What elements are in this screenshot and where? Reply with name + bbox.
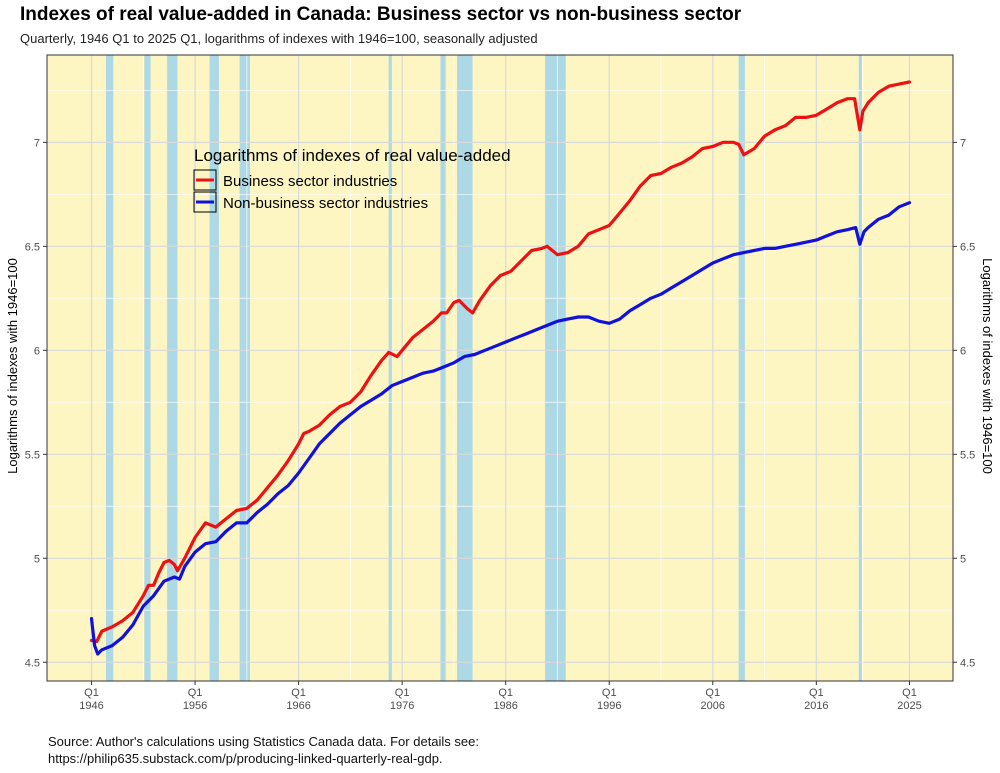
recession-band xyxy=(106,55,114,681)
y-tick-label-left: 6.5 xyxy=(25,241,40,253)
x-tick-label-year: 2016 xyxy=(804,700,828,712)
chart-subtitle: Quarterly, 1946 Q1 to 2025 Q1, logarithm… xyxy=(20,31,538,46)
y-tick-label-right: 4.5 xyxy=(960,657,975,669)
recession-band xyxy=(167,55,178,681)
legend-item-business: Business sector industries xyxy=(193,169,397,191)
y-tick-label-left: 7 xyxy=(34,137,40,149)
recession-band xyxy=(738,55,745,681)
recession-band xyxy=(545,55,566,681)
legend-label-non-business: Non-business sector industries xyxy=(223,195,428,212)
x-tick-label-quarter: Q1 xyxy=(809,687,824,699)
legend: Logarithms of indexes of real value-adde… xyxy=(193,146,511,213)
chart-title: Indexes of real value-added in Canada: B… xyxy=(20,4,742,25)
y-tick-label-left: 4.5 xyxy=(25,657,40,669)
x-tick-label-quarter: Q1 xyxy=(498,687,513,699)
recession-band xyxy=(209,55,219,681)
legend-title: Logarithms of indexes of real value-adde… xyxy=(194,146,511,165)
series-line-business xyxy=(89,80,912,644)
y-tick-label-right: 7 xyxy=(960,137,966,149)
x-tick-label-quarter: Q1 xyxy=(84,687,99,699)
x-tick-label-quarter: Q1 xyxy=(188,687,203,699)
x-tick-label-year: 1996 xyxy=(597,700,621,712)
x-tick-label-year: 1956 xyxy=(183,700,207,712)
line-chart: 4.5 4.55 55.5 5.56 66.5 6.57 7Q11946Q11956Q119… xyxy=(5,54,995,712)
y-tick-label-right: 6.5 xyxy=(960,241,975,253)
x-tick-label-year: 1976 xyxy=(390,700,414,712)
recession-band xyxy=(144,55,151,681)
recession-band xyxy=(388,55,392,681)
x-tick-label-year: 1966 xyxy=(286,700,310,712)
x-tick-label-quarter: Q1 xyxy=(291,687,306,699)
series-lines xyxy=(89,80,912,656)
x-tick-label-year: 1986 xyxy=(493,700,517,712)
x-tick-label-quarter: Q1 xyxy=(602,687,617,699)
caption-line-1: Source: Author's calculations using Stat… xyxy=(48,734,479,749)
x-tick-label-quarter: Q1 xyxy=(395,687,410,699)
plot-panel xyxy=(47,55,953,681)
legend-key-business xyxy=(193,169,217,191)
y-tick-label-left: 5 xyxy=(34,553,40,565)
legend-item-non-business: Non-business sector industries xyxy=(193,191,428,213)
y-axis-title-left: Logarithms of indexes with 1946=100 xyxy=(5,258,20,474)
y-tick-label-right: 6 xyxy=(960,345,966,357)
recession-band xyxy=(457,55,473,681)
y-tick-label-right: 5.5 xyxy=(960,449,975,461)
recession-band xyxy=(858,55,862,681)
x-tick-label-quarter: Q1 xyxy=(705,687,720,699)
legend-key-non-business xyxy=(193,191,217,213)
x-tick-label-year: 2025 xyxy=(897,700,921,712)
gridlines xyxy=(47,55,953,681)
legend-label-business: Business sector industries xyxy=(223,173,397,190)
plot-border xyxy=(46,54,954,682)
source-caption: Source: Author's calculations using Stat… xyxy=(48,733,479,767)
caption-line-2: https://philip635.substack.com/p/produci… xyxy=(48,751,443,766)
x-tick-label-year: 1946 xyxy=(79,700,103,712)
y-tick-label-left: 5.5 xyxy=(25,449,40,461)
axes: 4.5 4.55 55.5 5.56 66.5 6.57 7Q11946Q11956Q119… xyxy=(25,137,976,712)
y-tick-label-left: 6 xyxy=(34,345,40,357)
y-axis-title-right: Logarithms of indexes with 1946=100 xyxy=(980,258,995,474)
recession-band xyxy=(239,55,250,681)
y-tick-label-right: 5 xyxy=(960,553,966,565)
x-tick-label-year: 2006 xyxy=(701,700,725,712)
series-line-non-business xyxy=(89,201,912,656)
x-tick-label-quarter: Q1 xyxy=(902,687,917,699)
